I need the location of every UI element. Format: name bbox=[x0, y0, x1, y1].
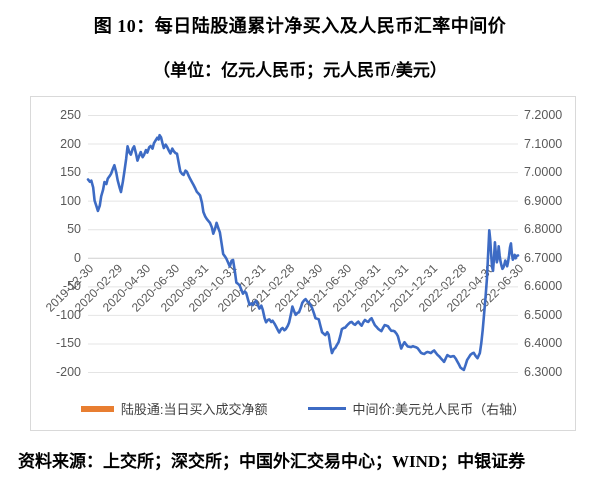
exchange-rate-line bbox=[86, 133, 520, 372]
left-axis-tick: -50 bbox=[62, 279, 81, 294]
right-axis-tick: 6.4000 bbox=[524, 336, 563, 351]
right-axis-tick: 6.9000 bbox=[524, 193, 563, 208]
left-axis-tick: 0 bbox=[74, 250, 81, 265]
chart-area: 250 200 150 100 50 0 -50 -100 -150 -200 7.2000 7.1… bbox=[30, 96, 576, 431]
left-axis-tick: 100 bbox=[60, 193, 81, 208]
right-axis-tick: 6.7000 bbox=[524, 250, 563, 265]
legend-item-line-series: 中间价:美元兑人民币（右轴） bbox=[307, 399, 526, 418]
right-axis-tick: 6.5000 bbox=[524, 307, 563, 322]
left-axis-tick: -150 bbox=[55, 336, 81, 351]
line-series-swatch-icon bbox=[307, 407, 346, 410]
left-axis-tick: -100 bbox=[55, 307, 81, 322]
plot-canvas bbox=[86, 115, 520, 373]
left-axis-tick: -200 bbox=[55, 365, 81, 379]
right-axis-tick: 6.8000 bbox=[524, 222, 563, 237]
line-series-label: 中间价:美元兑人民币（右轴） bbox=[352, 402, 526, 417]
left-axis-tick: 150 bbox=[60, 165, 81, 180]
left-axis-tick: 250 bbox=[60, 108, 81, 122]
figure-title: 图 10：每日陆股通累计净买入及人民币汇率中间价 bbox=[93, 16, 507, 36]
right-axis-tick: 6.6000 bbox=[524, 279, 563, 294]
right-axis-tick: 6.3000 bbox=[524, 365, 563, 379]
figure-subtitle: （单位：亿元人民币；元人民币/美元） bbox=[153, 61, 447, 80]
bar-series-swatch-icon bbox=[80, 405, 114, 412]
legend-item-bar-series: 陆股通:当日买入成交净额 bbox=[80, 399, 268, 418]
right-axis-tick: 7.0000 bbox=[524, 165, 563, 180]
left-axis-tick: 50 bbox=[67, 222, 81, 237]
right-axis-tick: 7.1000 bbox=[524, 136, 563, 151]
data-source-note: 资料来源：上交所；深交所；中国外汇交易中心；WIND；中银证券 bbox=[18, 452, 526, 471]
bar-series-label: 陆股通:当日买入成交净额 bbox=[120, 402, 268, 417]
right-axis-tick: 7.2000 bbox=[524, 108, 563, 122]
left-axis-tick: 200 bbox=[60, 136, 81, 151]
chart-legend: 陆股通:当日买入成交净额 中间价:美元兑人民币（右轴） bbox=[31, 399, 575, 418]
